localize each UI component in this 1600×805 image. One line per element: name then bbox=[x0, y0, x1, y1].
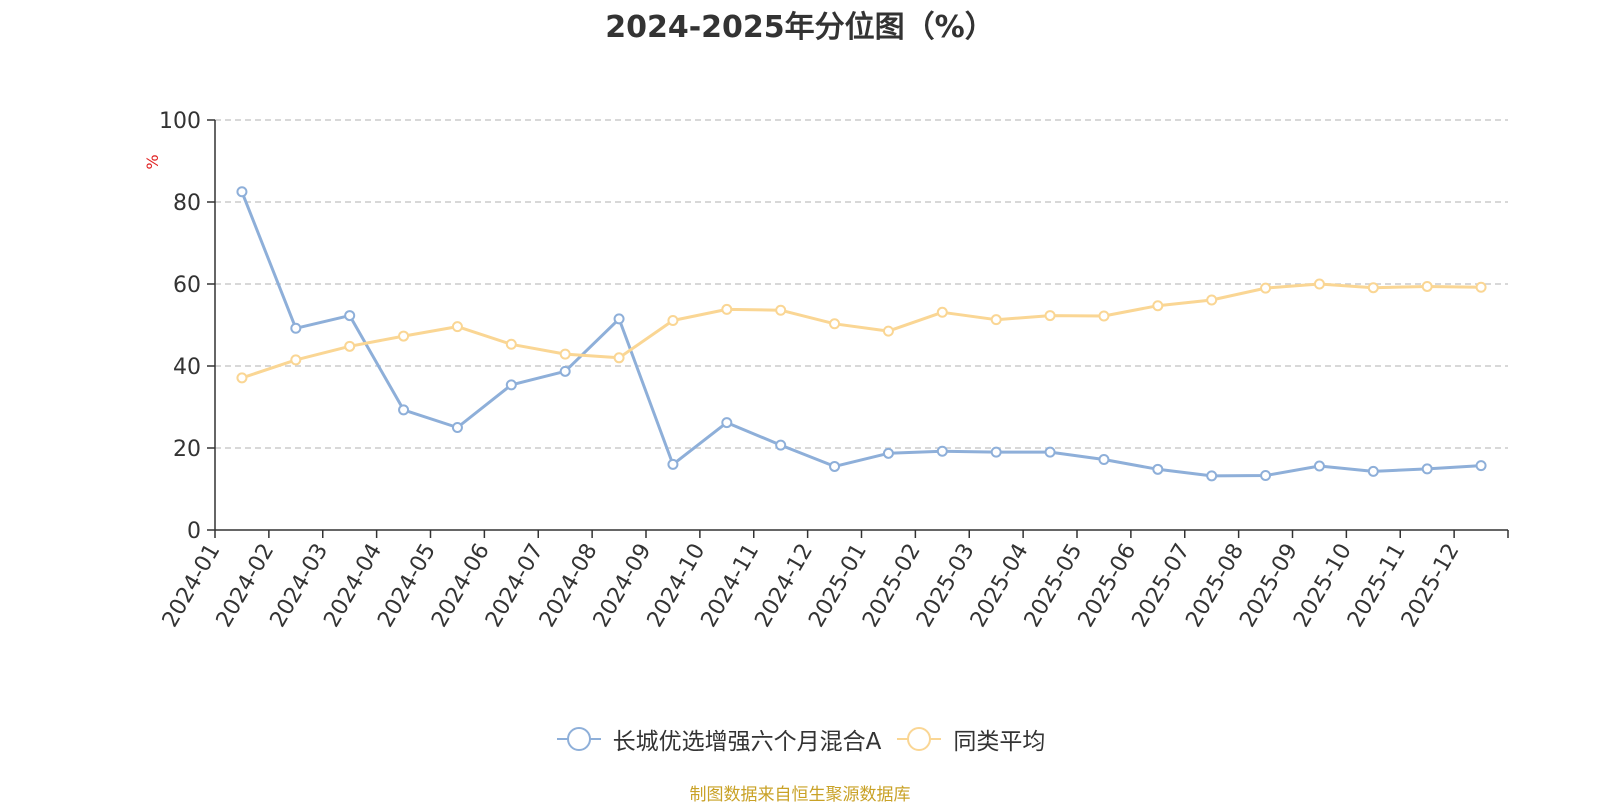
series-1 bbox=[236, 278, 1487, 384]
data-point[interactable] bbox=[1206, 470, 1218, 482]
data-point[interactable] bbox=[936, 306, 948, 318]
legend-marker-fund-icon bbox=[556, 727, 601, 751]
series-line bbox=[240, 191, 1482, 478]
data-point[interactable] bbox=[667, 314, 679, 326]
data-point[interactable] bbox=[398, 330, 410, 342]
data-point[interactable] bbox=[1152, 300, 1164, 312]
data-point[interactable] bbox=[1152, 463, 1164, 475]
data-point[interactable] bbox=[451, 422, 463, 433]
y-tick-label: 40 bbox=[173, 355, 201, 380]
data-point[interactable] bbox=[721, 417, 733, 429]
data-point[interactable] bbox=[1475, 281, 1487, 293]
data-point[interactable] bbox=[1313, 460, 1325, 472]
data-point[interactable] bbox=[236, 372, 248, 384]
data-point[interactable] bbox=[236, 186, 248, 198]
data-point[interactable] bbox=[990, 314, 1002, 326]
data-point[interactable] bbox=[667, 458, 679, 470]
data-point[interactable] bbox=[1313, 278, 1325, 290]
data-point[interactable] bbox=[613, 352, 625, 364]
data-point[interactable] bbox=[1206, 294, 1218, 306]
data-point[interactable] bbox=[290, 322, 302, 334]
y-tick-label: 0 bbox=[187, 519, 201, 544]
data-point[interactable] bbox=[344, 340, 356, 352]
data-point[interactable] bbox=[882, 447, 894, 459]
legend-label-average: 同类平均 bbox=[953, 729, 1046, 755]
data-point[interactable] bbox=[936, 445, 948, 457]
data-point[interactable] bbox=[1421, 280, 1433, 292]
data-point[interactable] bbox=[775, 304, 787, 316]
data-point[interactable] bbox=[290, 354, 302, 366]
legend-item-average[interactable]: 同类平均 bbox=[895, 722, 1045, 756]
data-source-note: 制图数据来自恒生聚源数据库 bbox=[689, 785, 911, 805]
data-point[interactable] bbox=[1260, 469, 1272, 481]
grid-lines bbox=[215, 119, 1508, 449]
data-point[interactable] bbox=[1098, 310, 1110, 322]
data-point[interactable] bbox=[559, 365, 571, 377]
axes: 0204060801002024-012024-022024-032024-04… bbox=[158, 109, 1509, 632]
legend: 长城优选增强六个月混合A 同类平均 bbox=[0, 722, 1600, 756]
y-tick-label: 60 bbox=[173, 273, 201, 298]
legend-marker-average-icon bbox=[897, 727, 942, 751]
data-point[interactable] bbox=[1044, 446, 1056, 458]
legend-label-fund: 长城优选增强六个月混合A bbox=[612, 729, 882, 755]
data-point[interactable] bbox=[559, 348, 571, 360]
data-point[interactable] bbox=[398, 404, 410, 416]
data-point[interactable] bbox=[505, 338, 517, 350]
line-chart: 0204060801002024-012024-022024-032024-04… bbox=[143, 109, 1509, 632]
data-point[interactable] bbox=[451, 321, 463, 333]
y-tick-label: 20 bbox=[173, 437, 201, 462]
data-point[interactable] bbox=[1475, 460, 1487, 472]
data-point[interactable] bbox=[775, 439, 787, 451]
data-point[interactable] bbox=[829, 460, 841, 472]
legend-item-fund[interactable]: 长城优选增强六个月混合A bbox=[555, 722, 882, 756]
data-point[interactable] bbox=[613, 313, 625, 325]
data-point[interactable] bbox=[1367, 282, 1379, 294]
y-tick-label: 100 bbox=[159, 109, 201, 134]
data-point[interactable] bbox=[505, 379, 517, 391]
y-tick-label: 80 bbox=[173, 191, 201, 216]
data-point[interactable] bbox=[1044, 310, 1056, 322]
data-point[interactable] bbox=[990, 446, 1002, 458]
chart-title: 2024-2025年分位图（%） bbox=[605, 10, 995, 45]
data-point[interactable] bbox=[1260, 282, 1272, 294]
data-point[interactable] bbox=[721, 303, 733, 315]
data-point[interactable] bbox=[1098, 453, 1110, 465]
series-line bbox=[241, 282, 1482, 380]
data-point[interactable] bbox=[1421, 463, 1433, 475]
data-point[interactable] bbox=[344, 310, 356, 322]
data-point[interactable] bbox=[882, 325, 894, 337]
y-axis-label: % bbox=[143, 154, 162, 169]
series-lines bbox=[236, 186, 1487, 482]
data-point[interactable] bbox=[1367, 465, 1379, 477]
data-point[interactable] bbox=[829, 318, 841, 330]
series-0 bbox=[236, 186, 1487, 482]
